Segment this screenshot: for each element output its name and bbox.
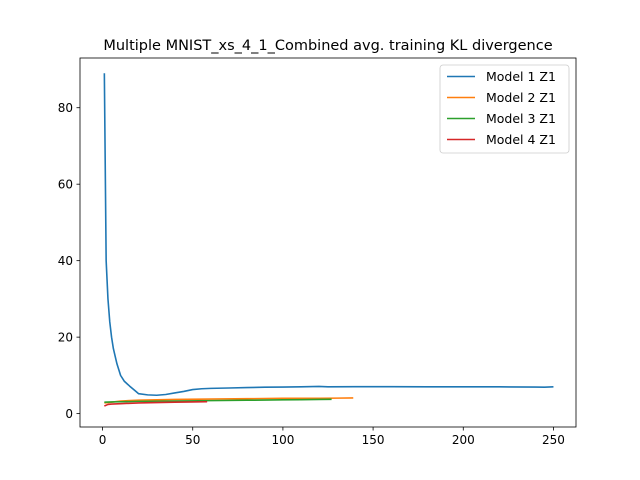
y-tick-label: 20 [58, 330, 73, 344]
plot-area [103, 73, 554, 407]
x-tick-label: 150 [362, 433, 385, 447]
series-line-4 [104, 400, 208, 407]
y-tick-label: 0 [65, 407, 73, 421]
legend-label-1: Model 1 Z1 [486, 69, 556, 84]
legend-label-4: Model 4 Z1 [486, 132, 556, 147]
y-tick-label: 60 [58, 177, 73, 191]
axes: 0 50 100 150 200 250 0 20 40 60 80 [58, 57, 577, 447]
series-line-1 [103, 73, 554, 397]
x-tick-label: 0 [99, 433, 107, 447]
legend: Model 1 Z1 Model 2 Z1 Model 3 Z1 Model 4 Z1 [439, 64, 570, 154]
series-line-3 [104, 398, 332, 403]
axes-frame [79, 57, 577, 428]
legend-label-2: Model 2 Z1 [486, 90, 556, 105]
chart-title: Multiple MNIST_xs_4_1_Combined avg. trai… [103, 38, 552, 54]
y-tick-label: 80 [58, 101, 73, 115]
x-tick-label: 200 [452, 433, 475, 447]
y-tick-label: 40 [58, 254, 73, 268]
x-tick-label: 100 [271, 433, 294, 447]
x-tick-label: 250 [542, 433, 565, 447]
legend-box [439, 64, 570, 154]
legend-label-3: Model 3 Z1 [486, 111, 556, 126]
x-tick-label: 50 [185, 433, 200, 447]
